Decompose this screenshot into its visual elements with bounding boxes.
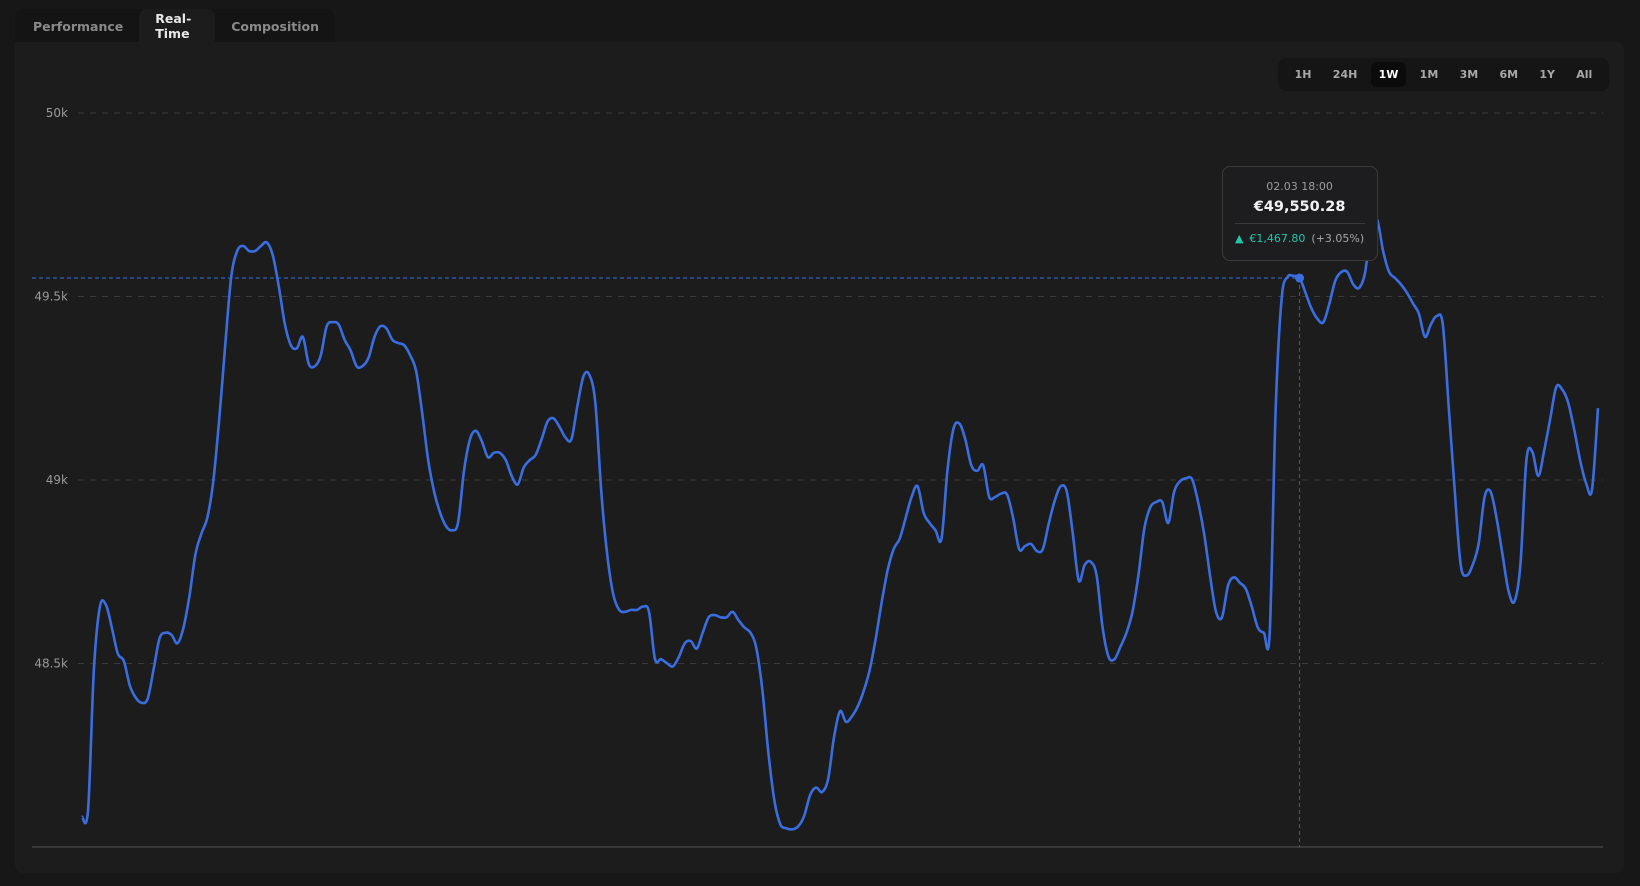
tooltip-divider (1234, 223, 1365, 225)
y-tick-label: 48.5k (34, 657, 68, 671)
range-1h[interactable]: 1H (1294, 68, 1312, 81)
range-1m[interactable]: 1M (1419, 68, 1439, 81)
tab-performance[interactable]: Performance (33, 18, 124, 34)
triangle-up-icon: ▲ (1234, 232, 1244, 246)
y-tick-label: 49.5k (34, 290, 68, 304)
range-1y[interactable]: 1Y (1539, 68, 1555, 81)
tooltip-change-percent: (+3.05%) (1311, 232, 1365, 246)
highlight-point (1295, 273, 1305, 283)
tooltip-date: 02.03 18:00 (1266, 180, 1333, 194)
range-24h[interactable]: 24H (1332, 68, 1358, 81)
price-line (80, 215, 1600, 831)
range-all[interactable]: All (1576, 68, 1593, 81)
chart-tooltip: 02.03 18:00 €49,550.28 ▲ €1,467.80 (+3.0… (1221, 166, 1378, 262)
range-6m[interactable]: 6M (1499, 68, 1519, 81)
tooltip-value: €49,550.28 (1253, 199, 1346, 216)
range-1w[interactable]: 1W (1370, 62, 1407, 87)
range-3m[interactable]: 3M (1459, 68, 1479, 81)
tab-composition[interactable]: Composition (231, 18, 319, 34)
tooltip-change: €1,467.80 (1249, 232, 1306, 246)
view-tabs: Performance Real-Time Composition (15, 9, 335, 43)
time-range-selector: 1H 24H 1W 1M 3M 6M 1Y All (1278, 58, 1609, 91)
y-tick-label: 50k (46, 106, 68, 120)
tab-real-time[interactable]: Real-Time (139, 9, 216, 43)
y-tick-label: 49k (46, 473, 68, 487)
